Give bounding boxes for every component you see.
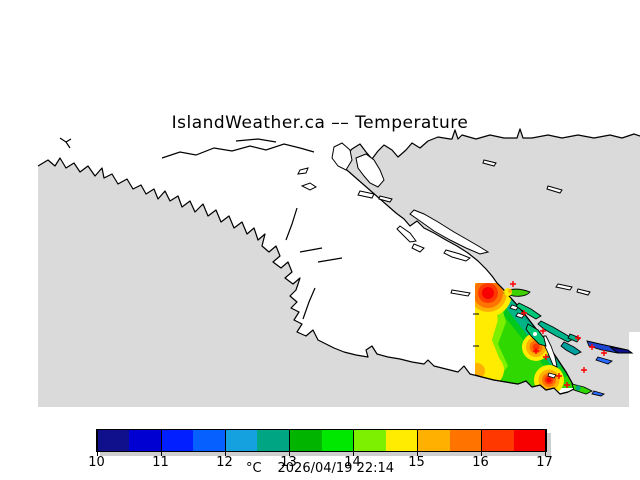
station-marker xyxy=(564,382,570,388)
units-label: °C xyxy=(245,461,262,476)
station-marker xyxy=(540,328,546,334)
island xyxy=(411,243,425,253)
colorbar-segment xyxy=(385,430,418,451)
islet xyxy=(595,356,613,365)
station-marker xyxy=(521,310,527,316)
coloured-islands xyxy=(503,288,634,397)
temperature-colorbar xyxy=(96,429,547,452)
colorbar-segment xyxy=(193,430,226,451)
island xyxy=(300,182,317,191)
island xyxy=(576,288,591,296)
station-marker xyxy=(601,350,607,356)
island-saturna-east xyxy=(609,346,634,354)
island-galiano xyxy=(537,320,574,343)
colorbar-segment xyxy=(257,430,290,451)
station-marker xyxy=(510,281,516,287)
sea-fill xyxy=(38,129,640,407)
inland-water-lines xyxy=(59,137,343,320)
station-marker xyxy=(581,367,587,373)
colorbar-segment xyxy=(289,430,322,451)
colorbar-segments xyxy=(97,430,547,451)
island-mayne xyxy=(567,333,581,343)
station-marker xyxy=(575,335,581,341)
station-marker xyxy=(589,344,595,350)
island xyxy=(331,142,353,171)
colorbar-segment xyxy=(353,430,386,451)
colorbar-segment xyxy=(97,430,130,451)
island xyxy=(396,225,417,243)
overlay-edge-ticks xyxy=(473,313,479,347)
island-valdes xyxy=(515,302,542,320)
station-marker xyxy=(543,354,549,360)
island xyxy=(357,190,375,199)
island-pender xyxy=(560,341,582,356)
colorbar-segment xyxy=(481,430,515,451)
colorbar-caption: °C 2026/04/19 22:14 xyxy=(0,461,640,476)
colorbar-segment xyxy=(449,430,482,451)
colorbar-segment xyxy=(225,430,258,451)
island xyxy=(297,167,309,175)
station-marker xyxy=(533,348,539,354)
timestamp-label: 2026/04/19 22:14 xyxy=(277,461,395,476)
colorbar-segment xyxy=(514,430,547,451)
island xyxy=(355,153,385,188)
station-markers xyxy=(487,281,607,388)
island xyxy=(555,283,573,291)
island xyxy=(378,195,393,203)
island xyxy=(546,185,563,194)
island xyxy=(450,289,471,297)
station-marker xyxy=(556,373,562,379)
island xyxy=(443,249,472,262)
colorbar-segment xyxy=(129,430,162,451)
map-canvas xyxy=(37,128,640,407)
colorbar-segment xyxy=(321,430,354,451)
colorbar-segment xyxy=(417,430,450,451)
islands xyxy=(297,142,591,297)
colorbar-segment xyxy=(161,430,194,451)
islet xyxy=(591,390,606,397)
island-texada xyxy=(409,209,490,255)
station-marker xyxy=(487,288,493,294)
page-title: IslandWeather.ca –– Temperature xyxy=(171,113,469,133)
island xyxy=(482,159,497,167)
